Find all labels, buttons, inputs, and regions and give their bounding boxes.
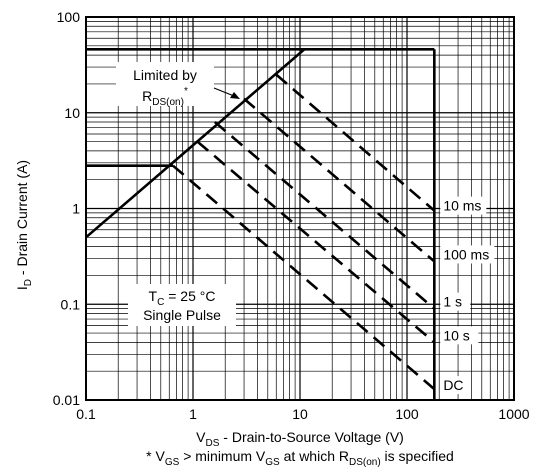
- y-tick-label: 1: [72, 201, 80, 217]
- y-axis-label: ID - Drain Current (A): [14, 160, 34, 290]
- series-line: [172, 164, 436, 391]
- soa-boundary-line: [85, 48, 306, 239]
- series-line: [243, 97, 436, 263]
- series-label: 10 ms: [443, 198, 481, 214]
- series-label: 10 s: [443, 327, 469, 343]
- series-label-bg: [440, 376, 463, 395]
- series-line: [196, 140, 436, 344]
- x-tick-label: 100: [395, 406, 419, 422]
- y-tick-label: 0.01: [53, 392, 80, 408]
- y-tick-label: 100: [57, 9, 81, 25]
- plot-frame: [85, 16, 515, 401]
- x-axis-label: VDS - Drain-to-Source Voltage (V): [196, 429, 404, 449]
- series-line: [213, 121, 436, 310]
- series-label: 100 ms: [443, 246, 489, 262]
- y-tick-label: 10: [64, 105, 80, 121]
- x-tick-label: 10: [292, 406, 308, 422]
- series-label-bg: [440, 245, 495, 264]
- limited-by-label: Limited by: [133, 67, 197, 83]
- annotation-arrow: [213, 87, 235, 97]
- limited-by-annotation: Limited by RDS(on)*: [116, 62, 240, 108]
- single-pulse-label: Single Pulse: [143, 307, 221, 323]
- x-tick-label: 1: [189, 406, 197, 422]
- footnote: * VGS > minimum VGS at which RDS(on) is …: [146, 448, 454, 468]
- series-label-bg: [440, 196, 487, 215]
- y-tick-label: 0.1: [61, 296, 81, 312]
- series-label: DC: [443, 377, 463, 393]
- conditions-annotation: TC = 25 °C Single Pulse: [128, 284, 236, 326]
- series-label: 1 s: [443, 294, 462, 310]
- x-tick-label: 1000: [498, 406, 529, 422]
- series-label-bg: [440, 326, 479, 345]
- series-labels: 10 ms 100 ms 1 s 10 s DC: [440, 196, 495, 395]
- curves: [85, 47, 436, 400]
- series-line: [275, 73, 436, 212]
- arrow-head-icon: [230, 92, 240, 99]
- rdson-label: RDS(on)*: [142, 86, 188, 108]
- series-label-bg: [440, 292, 471, 311]
- x-tick-label: 0.1: [76, 406, 96, 422]
- tc-label: TC = 25 °C: [149, 288, 216, 308]
